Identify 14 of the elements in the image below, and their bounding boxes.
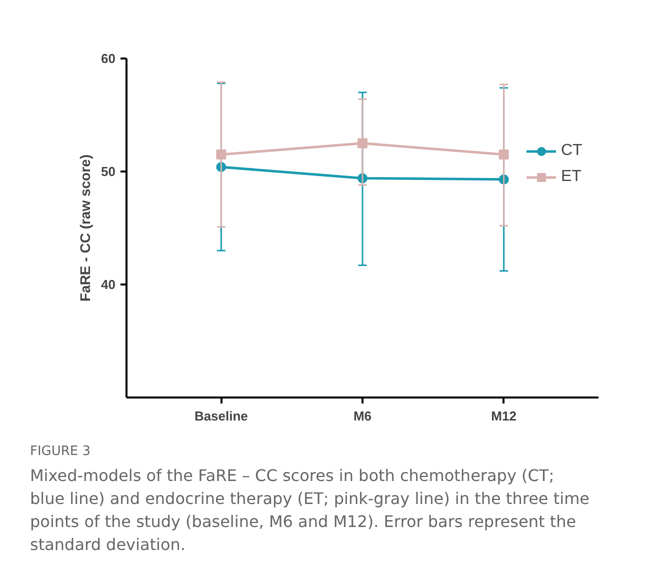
text: Mixed-models of the FaRE – CC scores in both chemotherapy (CT; blue line) and endocrine therapy (ET; pink-gray line) in the three time points of the study (baseline, M6 and M12). Error bars represent the standard deviation. (30, 464, 590, 556)
point (216, 150, 226, 160)
point (358, 138, 368, 148)
x-tick-label: Baseline (194, 408, 248, 424)
y-tick-label: 40 (101, 277, 116, 292)
point (498, 150, 509, 160)
caption: FIGURE 3 (30, 443, 91, 461)
y-tick-label: 60 (101, 51, 116, 66)
x-tick-label: M12 (491, 408, 516, 424)
legend-label: ET (561, 168, 582, 186)
y-axis-title: FaRE - CC (raw score) (77, 154, 94, 302)
x-tick-label: M6 (353, 408, 372, 424)
y-tick-label: 50 (101, 164, 116, 179)
legend-label: CT (561, 142, 582, 160)
